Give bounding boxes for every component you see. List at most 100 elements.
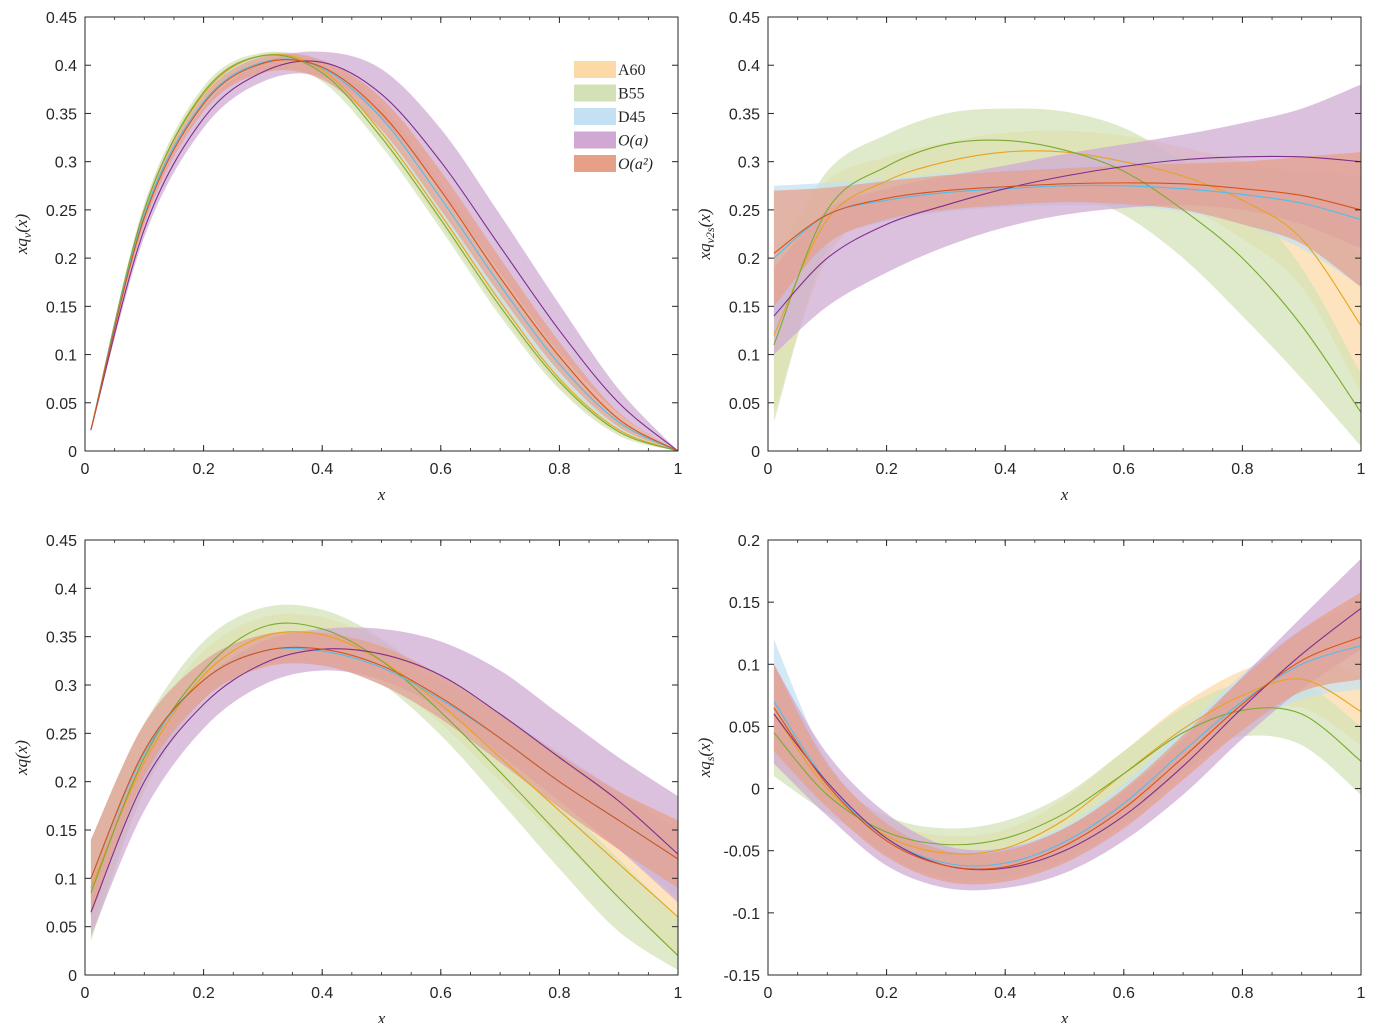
x-axis-label: x: [377, 1009, 386, 1023]
x-tick-label: 0: [81, 461, 90, 478]
uncertainty-band-b55: [90, 51, 678, 451]
legend: A60 B55 D45 O(a) O(a²): [574, 61, 653, 173]
series-line-a60: [90, 631, 678, 918]
uncertainty-band-oa: [90, 53, 678, 451]
bands-layer: [90, 604, 678, 971]
y-tick-label: 0.1: [55, 348, 77, 365]
y-tick-label: 0: [751, 782, 760, 799]
y-tick-label: 0.3: [55, 678, 77, 695]
x-axis-label: x: [377, 485, 386, 504]
x-tick-label: 0.8: [1231, 985, 1253, 1002]
x-tick-label: 0.4: [311, 461, 333, 478]
lines-layer: [90, 53, 678, 451]
y-tick-label: 0.05: [729, 719, 760, 736]
x-tick-label: 0.8: [548, 461, 570, 478]
y-tick-label: 0.2: [738, 533, 760, 550]
series-line-oa: [773, 155, 1361, 317]
plot-panel-xq: 0 0.2 0.4 0.6 0.8 1 0 0.05 0.1 0.15 0.2 0.25 0.3 0.35…: [12, 533, 683, 1023]
legend-swatch: [574, 84, 616, 102]
series-line-oa: [773, 636, 1361, 870]
y-tick-label: 0.2: [738, 251, 760, 268]
legend-label: B55: [618, 86, 645, 103]
x-tick-label: 0: [764, 985, 773, 1002]
x-tick-label: 0.2: [192, 985, 214, 1002]
legend-swatch: [574, 108, 616, 125]
y-tick-label: 0.2: [55, 251, 77, 268]
y-tick-label: 0.1: [738, 657, 760, 674]
series-line-oa: [773, 182, 1361, 254]
y-tick-label: 0.05: [46, 396, 77, 413]
x-tick-label: 0.8: [1231, 461, 1253, 478]
y-tick-label: 0.4: [55, 58, 77, 75]
x-tick-label: 0.6: [430, 461, 452, 478]
y-tick-label: 0.45: [729, 10, 760, 27]
x-tick-label: 0.4: [994, 985, 1016, 1002]
series-line-oa: [90, 648, 678, 913]
plot-panel-xqs: 0 0.2 0.4 0.6 0.8 1 -0.15 -0.1 -0.05 0 0.05 0.1 0.15…: [695, 533, 1366, 1023]
series-line-oa: [90, 59, 678, 451]
series-line-d45: [773, 645, 1361, 867]
series-line-oa: [90, 646, 678, 879]
y-tick-label: 0.35: [729, 106, 760, 123]
series-line-a60: [773, 150, 1361, 336]
y-tick-label: 0.4: [738, 58, 760, 75]
x-tick-label: 0.6: [1113, 985, 1135, 1002]
x-tick-label: 0.2: [875, 985, 897, 1002]
y-tick-label: 0.15: [729, 595, 760, 612]
uncertainty-band-oa: [90, 51, 678, 451]
legend-swatch: [574, 155, 616, 172]
uncertainty-band-oa: [90, 631, 678, 917]
plot-area: [768, 540, 1361, 975]
series-line-b55: [90, 54, 678, 451]
x-tick-label: 1: [1357, 985, 1366, 1002]
legend-label: O(a): [618, 133, 648, 150]
y-axis-label: xqs(x): [695, 737, 717, 778]
lines-layer: [773, 139, 1361, 413]
y-tick-label: 0.4: [55, 581, 77, 598]
y-tick-label: 0: [68, 968, 77, 985]
series-line-oa: [90, 60, 678, 451]
bands-layer: [90, 51, 678, 451]
y-tick-label: 0.1: [55, 871, 77, 888]
y-tick-label: 0.3: [738, 155, 760, 172]
x-tick-label: 0.4: [994, 461, 1016, 478]
lines-layer: [773, 607, 1361, 871]
y-tick-label: 0.05: [729, 396, 760, 413]
bands-layer: [773, 84, 1361, 447]
legend-swatch: [574, 61, 616, 78]
uncertainty-band-oa: [773, 152, 1361, 307]
y-axis-label: xqv(x): [12, 214, 34, 256]
x-tick-label: 1: [674, 985, 683, 1002]
legend-label: D45: [618, 109, 646, 126]
legend-label: O(a²): [618, 156, 653, 173]
y-tick-label: 0.05: [46, 920, 77, 937]
series-line-d45: [90, 58, 678, 451]
plot-panel-xqv2s: 0 0.2 0.4 0.6 0.8 1 0 0.05 0.1 0.15 0.2 0.25 0.3 0.35…: [695, 10, 1366, 504]
y-tick-label: 0.3: [55, 155, 77, 172]
y-axis-label: xq(x): [12, 740, 31, 776]
x-tick-label: 0.8: [548, 985, 570, 1002]
y-tick-label: 0.15: [46, 299, 77, 316]
y-tick-label: -0.05: [724, 844, 761, 861]
y-tick-label: -0.15: [724, 968, 761, 985]
x-axis-label: x: [1060, 485, 1069, 504]
y-tick-label: 0.25: [46, 726, 77, 743]
y-tick-label: 0.35: [46, 106, 77, 123]
x-tick-label: 0.2: [192, 461, 214, 478]
x-tick-label: 0: [81, 985, 90, 1002]
x-tick-label: 0.4: [311, 985, 333, 1002]
series-line-d45: [773, 184, 1361, 259]
y-tick-label: 0.2: [55, 775, 77, 792]
y-tick-label: 0.1: [738, 348, 760, 365]
y-axis-label: xqv2s(x): [695, 208, 717, 260]
y-tick-label: 0.25: [729, 203, 760, 220]
y-tick-label: 0.45: [46, 10, 77, 27]
x-tick-label: 0: [764, 461, 773, 478]
series-line-b55: [773, 139, 1361, 413]
uncertainty-band-oa: [90, 627, 678, 937]
x-tick-label: 1: [1357, 461, 1366, 478]
lines-layer: [90, 622, 678, 957]
x-axis-label: x: [1060, 1009, 1069, 1023]
x-tick-label: 1: [674, 461, 683, 478]
